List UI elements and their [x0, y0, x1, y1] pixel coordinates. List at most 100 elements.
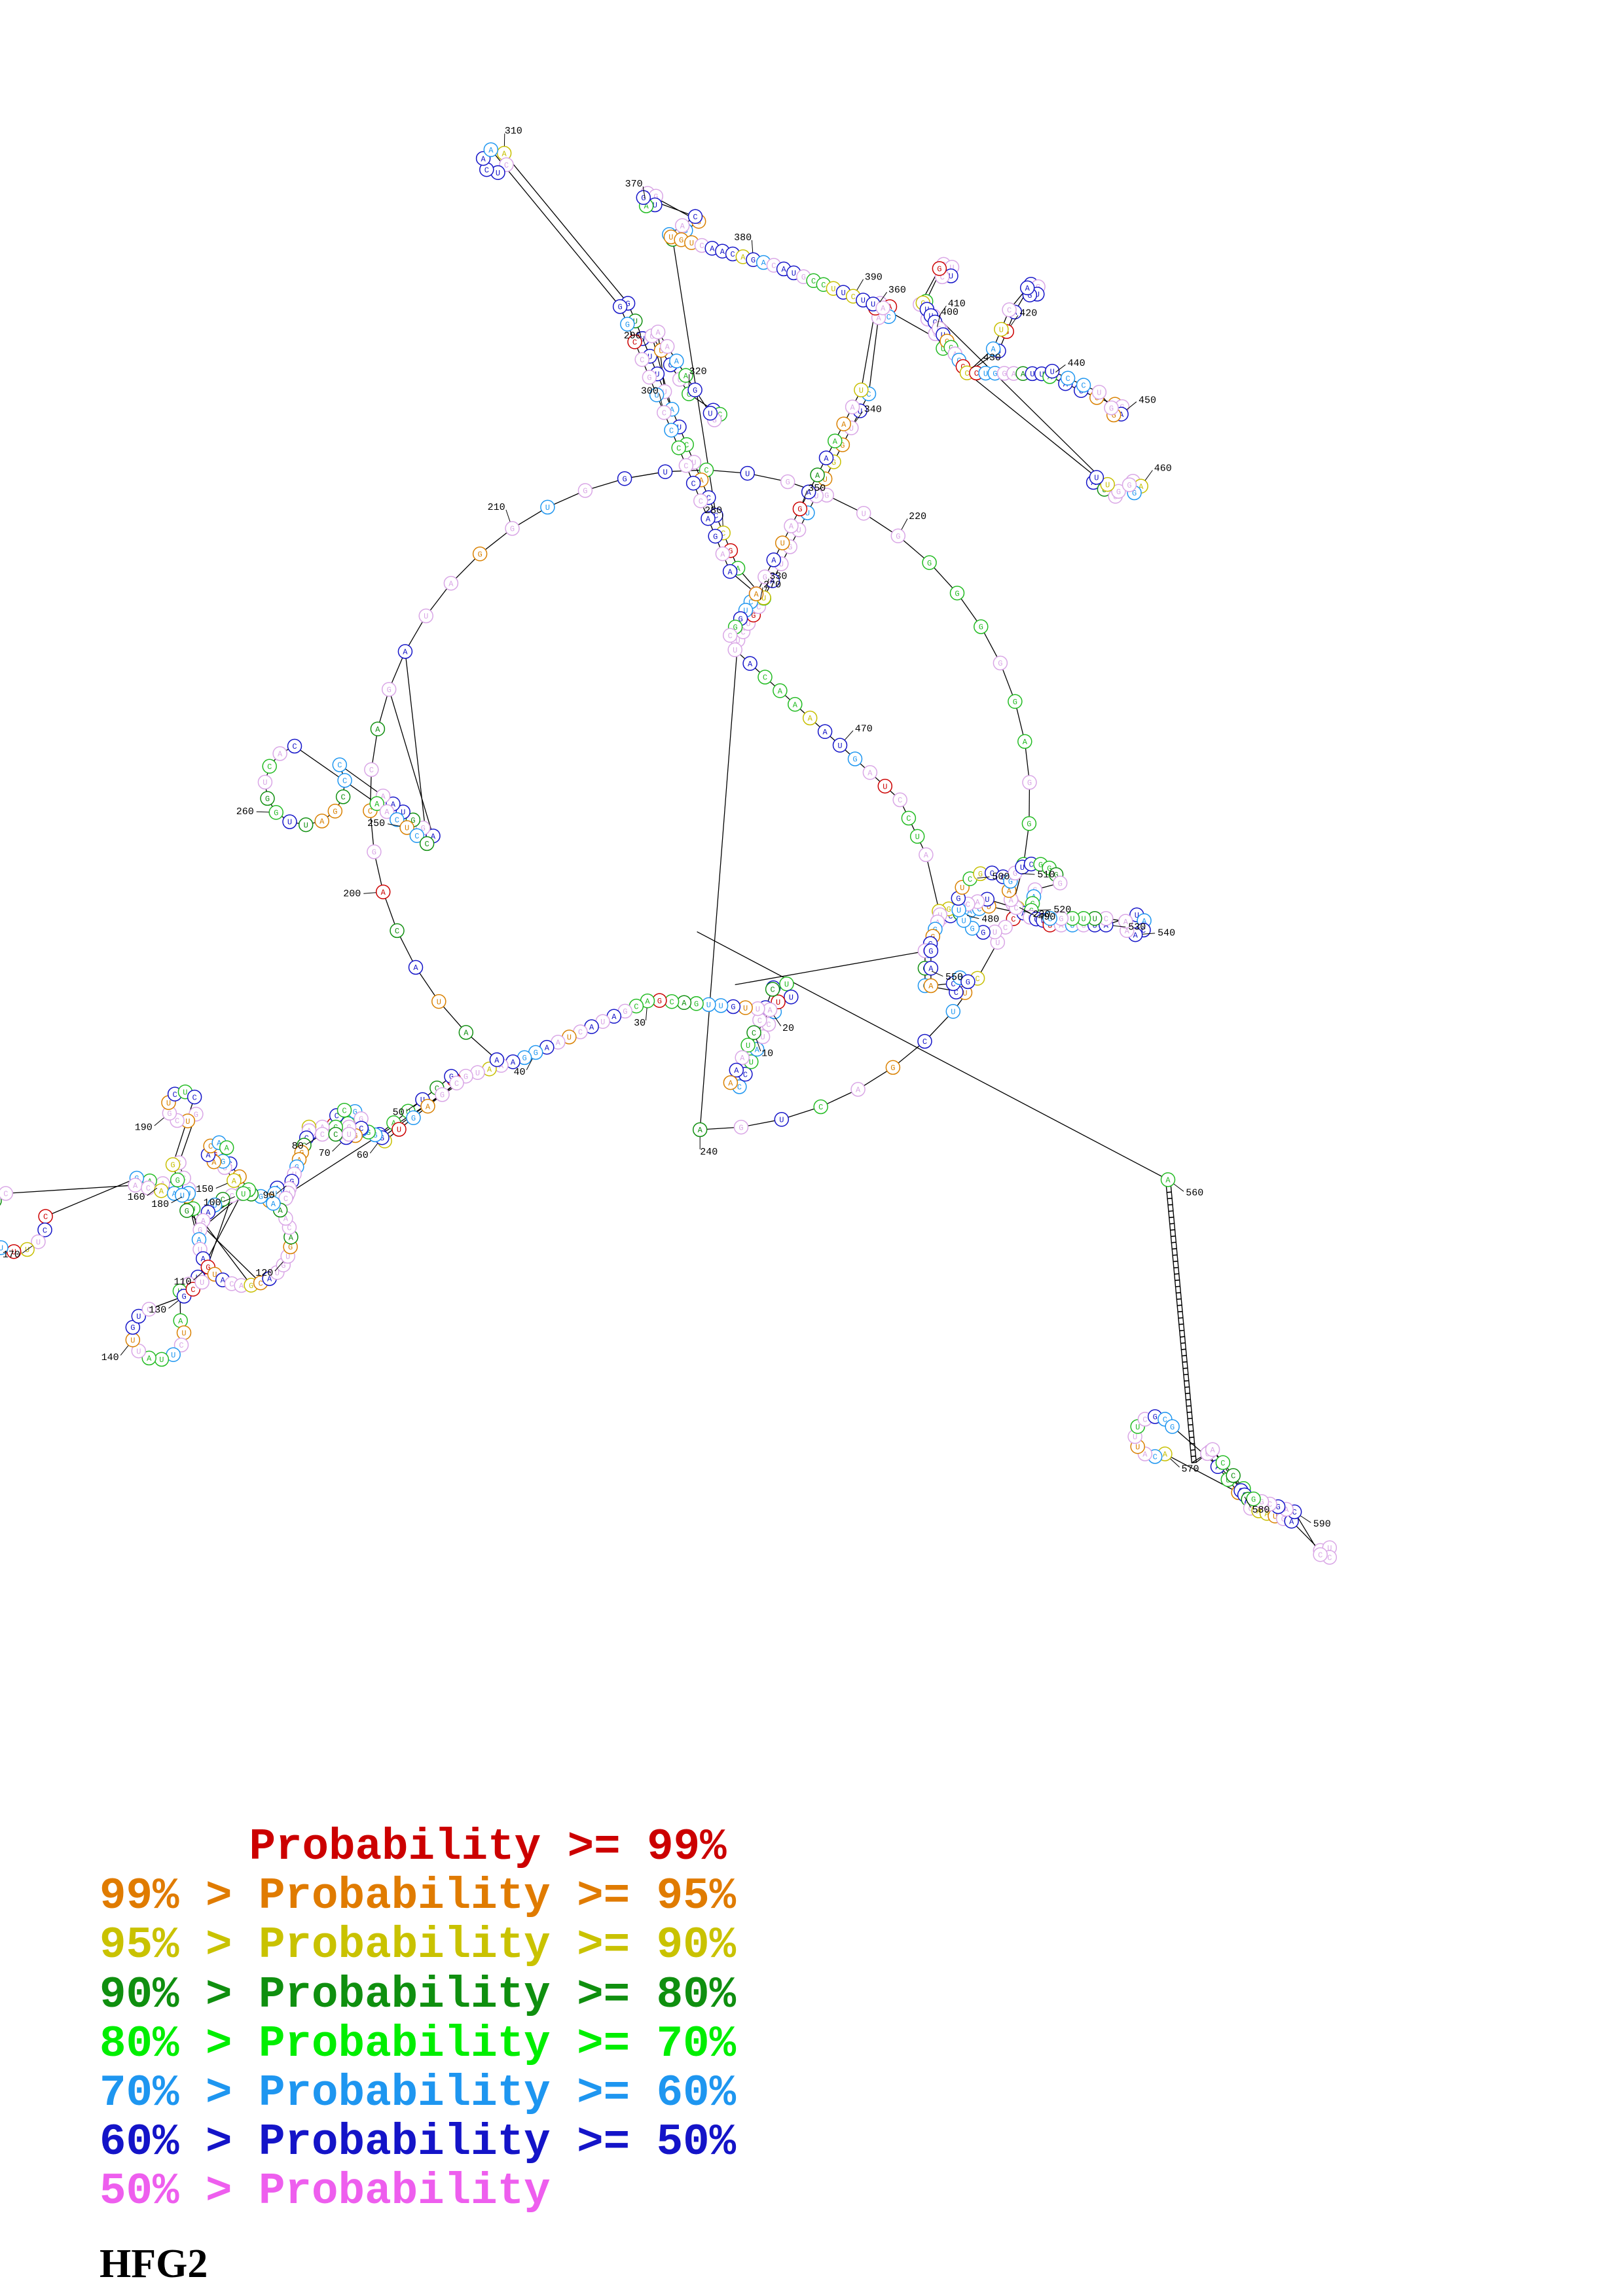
svg-text:U: U [841, 289, 845, 298]
svg-text:50: 50 [393, 1107, 405, 1119]
svg-text:C: C [43, 1226, 47, 1235]
svg-text:80: 80 [292, 1141, 304, 1152]
svg-text:G: G [713, 532, 718, 541]
svg-text:180: 180 [151, 1199, 169, 1210]
svg-text:G: G [372, 848, 376, 857]
svg-text:G: G [170, 1161, 175, 1170]
svg-text:C: C [340, 793, 345, 802]
svg-text:C: C [484, 166, 489, 175]
svg-text:U: U [287, 818, 292, 827]
svg-text:A: A [178, 1317, 183, 1326]
svg-text:G: G [265, 795, 270, 804]
svg-text:U: U [745, 469, 750, 478]
svg-text:A: A [680, 222, 685, 231]
svg-text:290: 290 [624, 331, 642, 342]
svg-text:G: G [739, 1123, 743, 1132]
svg-text:U: U [776, 998, 780, 1007]
svg-text:A: A [684, 372, 689, 381]
svg-text:220: 220 [909, 511, 926, 522]
svg-text:G: G [751, 256, 756, 265]
svg-text:A: A [698, 1126, 703, 1135]
svg-text:380: 380 [734, 232, 752, 243]
svg-text:C: C [342, 777, 347, 786]
svg-text:G: G [1251, 1495, 1256, 1504]
svg-text:U: U [397, 1126, 401, 1135]
svg-text:A: A [501, 149, 507, 158]
svg-text:G: G [998, 659, 1002, 668]
svg-text:C: C [424, 840, 429, 849]
svg-text:U: U [951, 1008, 955, 1017]
svg-text:G: G [1127, 481, 1131, 490]
svg-text:U: U [567, 1033, 572, 1043]
svg-text:G: G [534, 1049, 538, 1058]
svg-text:C: C [766, 1020, 771, 1030]
svg-text:G: G [679, 236, 684, 245]
svg-text:U: U [784, 980, 789, 989]
svg-text:U: U [999, 325, 1004, 334]
svg-text:U: U [1081, 915, 1085, 924]
svg-text:C: C [770, 986, 775, 995]
svg-text:U: U [25, 1246, 29, 1255]
svg-text:300: 300 [641, 386, 659, 397]
svg-text:310: 310 [505, 126, 522, 137]
svg-text:430: 430 [983, 353, 1001, 364]
svg-text:A: A [761, 259, 767, 268]
svg-text:C: C [1011, 915, 1015, 924]
svg-text:C: C [333, 1130, 338, 1139]
svg-text:370: 370 [625, 179, 643, 190]
svg-text:G: G [249, 1282, 253, 1291]
svg-text:170: 170 [3, 1249, 20, 1261]
svg-text:A: A [833, 437, 838, 446]
svg-text:G: G [387, 685, 392, 694]
svg-text:G: G [1059, 915, 1063, 924]
svg-text:U: U [883, 782, 887, 791]
svg-text:G: G [1153, 1413, 1158, 1422]
svg-text:A: A [822, 728, 828, 737]
svg-text:C: C [1153, 1453, 1158, 1462]
svg-text:U: U [1135, 1423, 1140, 1432]
svg-text:510: 510 [1037, 869, 1055, 880]
svg-text:G: G [890, 1064, 895, 1073]
svg-text:C: C [966, 901, 970, 910]
svg-text:A: A [850, 403, 855, 412]
svg-text:A: A [232, 1177, 237, 1186]
svg-text:C: C [669, 997, 674, 1007]
svg-text:A: A [727, 567, 733, 577]
svg-text:550: 550 [945, 972, 963, 983]
svg-text:U: U [405, 824, 409, 833]
svg-text:580: 580 [1252, 1505, 1270, 1516]
svg-text:G: G [927, 559, 932, 568]
svg-text:C: C [342, 1106, 346, 1115]
svg-text:U: U [718, 1002, 723, 1011]
svg-text:340: 340 [864, 404, 882, 416]
svg-text:C: C [1104, 915, 1108, 924]
svg-text:G: G [622, 475, 627, 484]
svg-text:U: U [985, 895, 989, 905]
svg-text:500: 500 [992, 871, 1010, 882]
svg-text:G: G [694, 1000, 699, 1009]
svg-text:G: G [801, 273, 806, 282]
svg-text:A: A [133, 1181, 138, 1191]
svg-text:U: U [983, 369, 988, 378]
svg-text:260: 260 [236, 806, 254, 817]
svg-text:320: 320 [689, 367, 707, 378]
svg-text:C: C [1142, 1416, 1147, 1425]
svg-text:U: U [166, 1099, 171, 1108]
svg-text:C: C [369, 766, 374, 775]
svg-text:C: C [395, 927, 399, 936]
svg-text:A: A [778, 687, 783, 696]
svg-text:C: C [1318, 1551, 1322, 1560]
svg-text:A: A [448, 579, 454, 588]
svg-text:U: U [837, 742, 842, 751]
svg-text:G: G [956, 895, 960, 904]
svg-text:A: A [611, 1013, 617, 1022]
svg-text:A: A [374, 800, 380, 809]
svg-text:390: 390 [865, 272, 883, 283]
svg-text:U: U [831, 285, 835, 294]
svg-text:C: C [743, 1071, 748, 1080]
svg-text:C: C [1003, 924, 1008, 933]
svg-text:A: A [734, 1066, 739, 1075]
svg-text:90: 90 [263, 1190, 274, 1201]
svg-text:C: C [757, 1016, 762, 1026]
svg-text:G: G [647, 374, 651, 383]
